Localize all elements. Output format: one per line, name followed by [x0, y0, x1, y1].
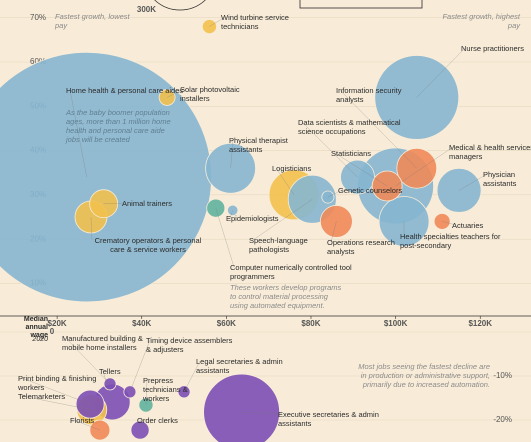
leader-line: [395, 146, 454, 187]
leader-line: [73, 419, 100, 431]
leader-line: [252, 199, 313, 241]
leader-line: [339, 89, 417, 169]
bubble: [89, 189, 119, 219]
leader-line: [442, 221, 457, 226]
bubble-label: Legal secretaries & admin assistants: [196, 357, 283, 375]
x-tick-label: $20K: [48, 319, 67, 328]
x-axis-label: Median annual wage: [23, 316, 48, 339]
bubble-label: Animal trainers: [122, 199, 173, 208]
bubble: [203, 373, 280, 442]
bubble-label: Logisticians: [272, 164, 312, 173]
annotation: Most jobs seeing the fastest decline are…: [358, 362, 490, 389]
x-tick-label: $60K: [217, 319, 236, 328]
leader-line: [167, 88, 185, 98]
y-tick-label: -10%: [493, 371, 512, 380]
leader-line: [209, 16, 226, 27]
y-tick-label: 0: [50, 327, 55, 336]
leader-line: [229, 210, 233, 219]
bubble-label: Data scientists & mathematical science o…: [298, 118, 401, 136]
bubble-label: Genetic counselors: [338, 186, 403, 195]
bubble-label: Florists: [70, 416, 95, 425]
bubble-label: Telemarketers: [18, 392, 66, 401]
leader-line: [327, 189, 343, 198]
bubble-label: Actuaries: [452, 221, 484, 230]
bubble-label: Prepress technicians & workers: [143, 376, 188, 403]
x-tick-label: $100K: [384, 319, 408, 328]
leader-line: [21, 395, 92, 411]
leader-line: [65, 337, 111, 385]
bubble-label: Epidemiologists: [226, 214, 279, 223]
leader-line: [330, 221, 337, 243]
bubble-label: Health specialties teachers for post-sec…: [400, 232, 501, 250]
bubble-label: Computer numerically controlled tool pro…: [230, 263, 352, 281]
bubble-label: Tellers: [99, 367, 121, 376]
leader-line: [183, 360, 201, 392]
size-legend-label: 300K: [137, 5, 156, 14]
x-tick-label: $80K: [301, 319, 320, 328]
bubble-label: Operations research analysts: [327, 238, 395, 256]
x-tick-label: $120K: [468, 319, 492, 328]
leader-line: [241, 411, 283, 415]
leader-line: [21, 377, 91, 405]
leader-line: [458, 173, 488, 191]
bubble-label: Executive secretaries & admin assistants: [278, 410, 379, 428]
leader-line: [275, 167, 295, 195]
leader-line: [139, 419, 142, 431]
bubble-label: Speech-language pathologists: [249, 236, 308, 254]
annotation: As the baby boomer population ages, more…: [66, 108, 171, 144]
leader-line: [215, 208, 235, 268]
legend-box: [299, 0, 423, 9]
bubble-label: Crematory operators & personal care & se…: [94, 236, 202, 254]
bubble-label: Statisticians: [331, 149, 372, 158]
bubble-label: Print binding & finishing workers: [18, 374, 97, 392]
x-tick-label: $40K: [132, 319, 151, 328]
x-axis-note: 2020: [32, 336, 48, 343]
annotation: These workers develop programs to contro…: [230, 283, 342, 310]
bubble: [205, 142, 256, 194]
annotation: Fastest growth, lowest pay: [55, 12, 130, 30]
bubble-label: Physician assistants: [483, 170, 517, 188]
bubble-label: Physical therapist assistants: [229, 136, 288, 154]
leader-line: [230, 139, 234, 169]
bubble-label: Medical & health services managers: [449, 143, 531, 161]
leader-line: [301, 121, 358, 178]
bubble-label: Manufactured building & mobile home inst…: [62, 334, 143, 352]
y-tick-label: 60%: [30, 57, 46, 66]
y-tick-label: -20%: [493, 415, 512, 424]
leader-line: [334, 152, 388, 187]
bubble: [319, 205, 353, 238]
leader-line: [102, 370, 113, 403]
leader-line: [90, 216, 93, 241]
annotation: Fastest growth, highest pay: [442, 12, 520, 30]
bubble: [123, 385, 137, 399]
bubble-label: Information security analysts: [336, 86, 402, 104]
bubble-label: Solar photovoltaic installers: [180, 85, 240, 103]
bubble-label: Order clerks: [137, 416, 178, 425]
leader-line: [69, 89, 87, 178]
bubble-label: Home health & personal care aides: [66, 86, 184, 95]
bubble-label: Nurse practitioners: [461, 44, 524, 53]
leader-line: [103, 202, 127, 204]
y-tick-label: 70%: [30, 13, 46, 22]
leader-line: [129, 339, 151, 392]
size-legend-circle: [154, 0, 206, 11]
bubble-label: Wind turbine service technicians: [221, 13, 289, 31]
leader-line: [145, 379, 148, 406]
bubble-label: Timing device assemblers & adjusters: [146, 336, 233, 354]
leader-line: [416, 47, 466, 98]
